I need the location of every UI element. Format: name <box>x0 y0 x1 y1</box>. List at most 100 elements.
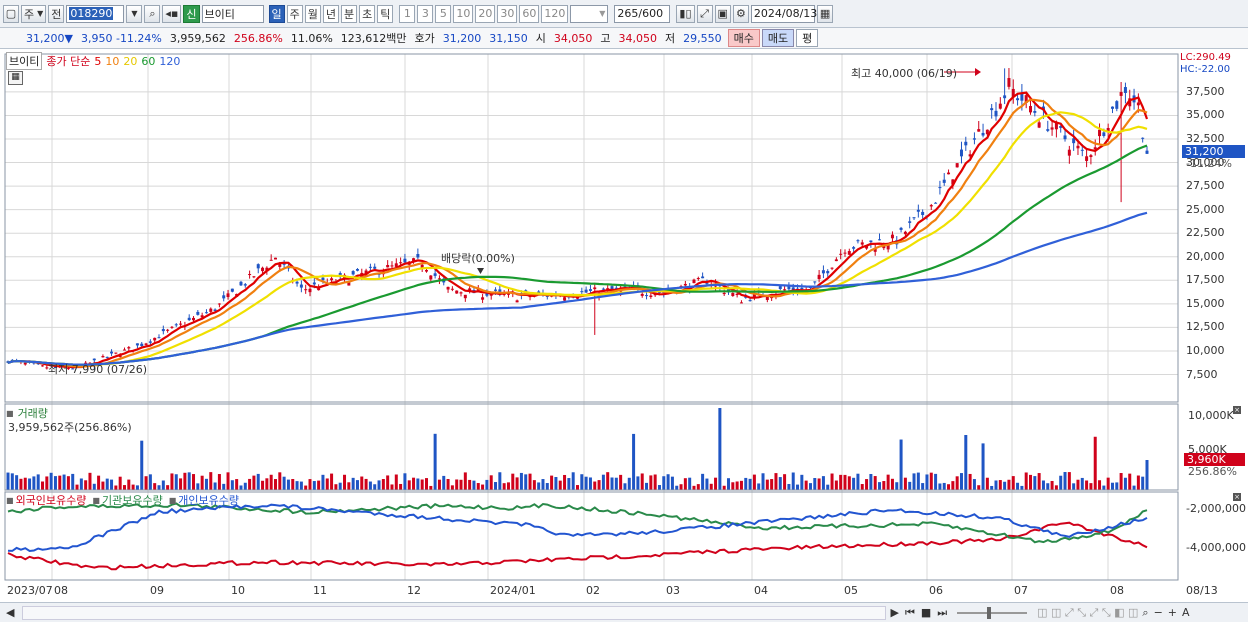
interval-3[interactable]: 3 <box>417 4 434 23</box>
x-axis-label: 03 <box>666 584 680 597</box>
layout-icon[interactable]: ◫ ◫ ⤢ ⤡ ⤢ ⤡ ◧ ◫ <box>1037 605 1139 619</box>
interval-1[interactable]: 1 <box>399 4 416 23</box>
prev-button[interactable]: 전 <box>48 4 65 23</box>
candle-body <box>71 368 75 370</box>
volume-bar <box>476 483 480 490</box>
candle-body <box>972 138 976 140</box>
x-axis-label: 06 <box>929 584 943 597</box>
save-icon[interactable]: ▣ <box>714 4 731 23</box>
chart-area[interactable]: 브이티 종가 단순 5 10 20 60 120 ▦ 최고 40,000 (06… <box>0 50 1248 602</box>
scroll-left-icon[interactable]: ◀ <box>6 606 15 619</box>
slider-handle-icon[interactable] <box>987 606 992 619</box>
volume-bar <box>1033 476 1037 490</box>
volume-bar <box>882 481 886 490</box>
period-tick-tab[interactable]: 틱 <box>377 4 394 23</box>
interval-5[interactable]: 5 <box>435 4 452 23</box>
draw-tool-icon[interactable]: ⤢ <box>696 4 713 23</box>
stock-code-input[interactable]: 018290 <box>66 4 125 23</box>
period-week-tab[interactable]: 주 <box>286 4 303 23</box>
volume-bar <box>636 476 640 490</box>
volume-bar <box>925 474 929 490</box>
candle-body <box>498 289 502 292</box>
sell-button[interactable]: 매도 <box>761 29 795 47</box>
horizontal-scrollbar[interactable] <box>22 605 887 620</box>
volume-close-icon[interactable]: × <box>1233 406 1241 414</box>
volume-title: 거래량 <box>17 407 48 420</box>
interval-custom-input[interactable]: ▼ <box>570 4 609 23</box>
volume-bar <box>286 479 290 490</box>
period-month-tab[interactable]: 월 <box>304 4 321 23</box>
candle-body <box>347 282 351 286</box>
volume-bar <box>558 480 562 490</box>
eval-button[interactable]: 평 <box>796 29 819 47</box>
zoom-slider[interactable] <box>957 606 1028 619</box>
zoom-out-icon[interactable]: − <box>1153 606 1163 619</box>
chart-canvas[interactable] <box>0 50 1248 602</box>
volume-bar <box>58 475 62 490</box>
interval-60[interactable]: 60 <box>519 4 540 23</box>
volume-bar <box>869 473 873 490</box>
candle-body <box>964 141 968 146</box>
zoom-in-icon[interactable]: + <box>1167 606 1178 619</box>
font-size-icon[interactable]: A <box>1182 606 1190 619</box>
data-count-field[interactable]: 265/600 <box>614 4 671 23</box>
volume-bar <box>92 483 96 490</box>
holdings-close-icon[interactable]: × <box>1233 493 1241 501</box>
last-page-icon[interactable]: ⏭ <box>937 605 948 619</box>
gear-icon[interactable]: ⚙ <box>732 4 749 23</box>
volume-bar <box>1059 475 1063 490</box>
buy-button[interactable]: 매수 <box>727 29 760 47</box>
volume-bar <box>420 479 424 490</box>
code-dropdown-icon[interactable]: ▼ <box>126 4 143 23</box>
candle-body <box>830 267 834 269</box>
candle-body <box>934 202 938 204</box>
ma-20-line <box>7 111 1148 366</box>
volume-bar <box>485 479 489 490</box>
volume-bar <box>32 476 36 490</box>
date-field[interactable]: 2024/08/13 <box>750 4 817 23</box>
volume-bar <box>878 482 882 490</box>
first-page-icon[interactable]: ⏮ <box>904 605 915 619</box>
period-year-tab[interactable]: 년 <box>322 4 340 23</box>
period-a-label: 주 <box>24 7 35 21</box>
price-axis-label: 12,500 <box>1186 320 1225 334</box>
low-value: 29,550 <box>683 31 722 45</box>
volume-bar <box>153 483 157 490</box>
period-second-tab[interactable]: 초 <box>359 4 376 23</box>
candle-type-icon[interactable]: ▮▯ <box>676 4 695 23</box>
stock-chip[interactable]: 브이티 <box>6 52 43 70</box>
period-day-tab[interactable]: 일 <box>268 4 285 23</box>
volume-ratio: 256.86% <box>233 31 283 45</box>
x-axis-label: 04 <box>754 584 768 597</box>
volume-bar <box>256 473 260 490</box>
period-minute-tab[interactable]: 분 <box>341 4 358 23</box>
candle-body <box>53 366 57 368</box>
candle-body <box>787 286 791 290</box>
volume-bar <box>200 475 204 490</box>
chart-settings-icon[interactable]: ▦ <box>8 71 23 85</box>
stop-icon[interactable]: ■ <box>920 606 932 619</box>
interval-20[interactable]: 20 <box>475 4 496 23</box>
interval-30[interactable]: 30 <box>497 4 518 23</box>
interval-120[interactable]: 120 <box>541 4 569 23</box>
speaker-icon[interactable]: ◂▪ <box>162 4 182 23</box>
period-a-select[interactable]: 주 ▼ <box>21 4 47 23</box>
volume-bar <box>826 484 830 490</box>
search-icon[interactable]: ⌕ <box>144 4 161 23</box>
volume-bar <box>757 483 761 490</box>
calendar-icon[interactable]: ▦ <box>816 4 834 23</box>
window-icon[interactable]: ▢ <box>3 4 19 23</box>
scroll-right-icon[interactable]: ▶ <box>890 606 899 619</box>
volume-bar <box>947 484 951 490</box>
low-label: 저 <box>665 32 676 45</box>
candle-body <box>869 240 873 243</box>
volume-bar <box>498 472 502 490</box>
candle-body <box>1003 95 1007 99</box>
price-axis-label: 17,500 <box>1186 273 1225 287</box>
volume-bar <box>325 478 329 490</box>
x-axis-label: 09 <box>150 584 164 597</box>
magnify-icon[interactable]: ⌕ <box>1142 605 1149 619</box>
volume-bar <box>1145 460 1149 490</box>
interval-10[interactable]: 10 <box>453 4 474 23</box>
ma-120-line <box>7 211 1148 366</box>
